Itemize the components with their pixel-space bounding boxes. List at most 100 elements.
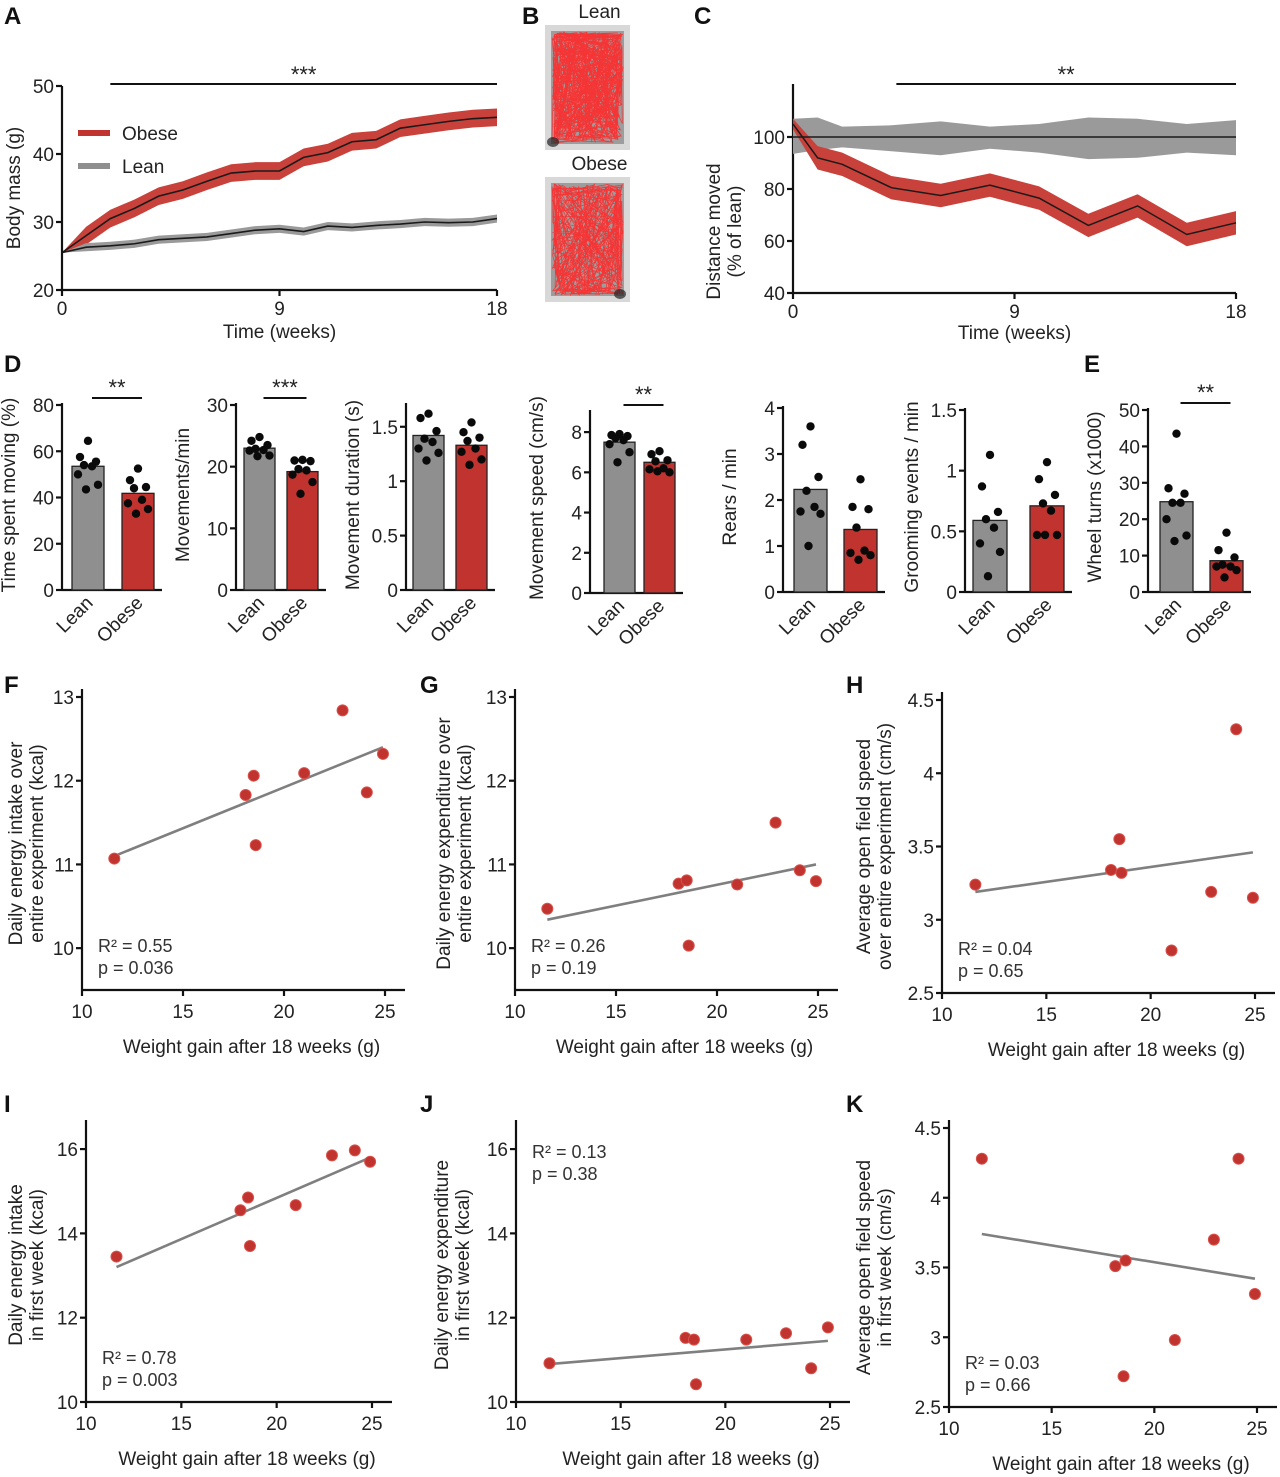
- data-point: [133, 464, 143, 473]
- data-point: [298, 455, 307, 465]
- data-point: [298, 767, 311, 780]
- data-point: [1212, 562, 1221, 571]
- data-point: [360, 786, 373, 799]
- data-point: [457, 447, 466, 456]
- panel-letter-e: E: [1084, 351, 1100, 378]
- data-point: [123, 499, 133, 508]
- x-tick-label: 20: [706, 1002, 727, 1023]
- data-point: [740, 1333, 753, 1346]
- panel-i: I 10 12 14 16 10 15 20 25 Weight gain after 18 we…: [4, 1091, 392, 1470]
- panel-letter-a: A: [4, 3, 21, 30]
- data-point: [680, 874, 693, 887]
- y-tick-label: 2.5: [915, 1398, 941, 1419]
- y-axis-title: Daily energy intake overentire experimen…: [6, 741, 48, 945]
- panel-letter-j: J: [420, 1091, 433, 1118]
- x-tick-label: 25: [361, 1414, 382, 1435]
- data-point: [1246, 891, 1259, 904]
- y-axis-title: Movement speed (cm/s): [527, 396, 548, 600]
- data-point: [975, 1152, 988, 1165]
- y-tick-label: 0: [1129, 583, 1140, 604]
- data-point: [985, 450, 995, 460]
- y-tick-label: 16: [57, 1140, 78, 1161]
- data-point: [87, 462, 97, 471]
- data-point: [471, 444, 480, 453]
- y-tick-label: 80: [764, 180, 785, 201]
- y-tick-label: 8: [571, 423, 582, 444]
- y-tick-label: 12: [53, 772, 74, 793]
- bar-obese: [1029, 505, 1065, 593]
- data-point: [475, 433, 484, 442]
- y-tick-label: 50: [33, 77, 54, 98]
- data-point: [289, 1199, 302, 1212]
- y-tick-label: 60: [33, 442, 54, 463]
- data-point: [1176, 498, 1185, 508]
- data-point: [131, 509, 141, 518]
- y-axis-title-line: in first week (cm/s): [875, 1188, 896, 1346]
- data-point: [1032, 530, 1042, 540]
- data-point: [416, 413, 425, 423]
- data-point: [249, 839, 262, 852]
- data-point: [336, 704, 349, 717]
- data-point: [245, 446, 254, 455]
- data-point: [647, 450, 656, 459]
- data-point: [995, 547, 1005, 557]
- y-tick-label: 2: [764, 491, 775, 512]
- y-tick-label: 12: [57, 1309, 78, 1330]
- category-label-lean: Lean: [1141, 595, 1186, 640]
- regression-line: [981, 1232, 1256, 1280]
- category-label-obese: Obese: [1002, 595, 1056, 649]
- category-label-obese: Obese: [93, 593, 147, 647]
- y-tick-label: 0: [764, 583, 775, 604]
- bar-obese: [455, 444, 488, 591]
- x-tick-label: 25: [807, 1002, 828, 1023]
- y-tick-label: 11: [54, 855, 74, 876]
- x-tick-label: 18: [486, 299, 507, 320]
- data-point: [308, 477, 317, 487]
- y-tick-label: 6: [571, 463, 582, 484]
- data-point: [625, 448, 634, 457]
- data-point: [864, 505, 873, 514]
- panel-a: A 20 30 40 50 0 9 18 Time (weeks) Body mass (g) **…: [4, 3, 508, 343]
- regression-line: [113, 746, 384, 858]
- data-point: [1172, 429, 1181, 438]
- x-axis-title: Time (weeks): [958, 323, 1071, 344]
- panel-letter-c: C: [694, 3, 711, 30]
- x-axis-title: Weight gain after 18 weeks (g): [562, 1449, 819, 1470]
- data-point: [253, 451, 262, 461]
- data-point: [1113, 833, 1126, 846]
- x-tick-label: 25: [819, 1414, 840, 1435]
- bar-lean: [243, 447, 276, 591]
- data-point: [424, 409, 433, 418]
- y-axis-title-line: Average open field speed: [854, 1160, 875, 1375]
- y-axis-title-line: entire experiment (kcal): [27, 744, 48, 943]
- data-point: [983, 572, 993, 581]
- p-value-label: p = 0.65: [958, 961, 1024, 981]
- data-point: [543, 1357, 556, 1370]
- x-tick-label: 25: [1246, 1419, 1267, 1440]
- y-tick-label: 60: [764, 232, 785, 253]
- data-point: [981, 515, 991, 524]
- data-point: [665, 468, 674, 477]
- data-point: [247, 769, 260, 782]
- data-point: [296, 489, 305, 498]
- p-value-label: p = 0.66: [965, 1375, 1031, 1395]
- y-axis-title: Distance moved(% of lean): [704, 163, 746, 299]
- y-axis-title: Wheel turns (x1000): [1085, 411, 1106, 582]
- panel-g: G 10 11 12 13 10 15 20 25 Weight gain after 18 we…: [420, 672, 838, 1058]
- significance-label: **: [1058, 62, 1076, 87]
- data-point: [989, 523, 999, 532]
- data-point: [467, 418, 476, 427]
- y-tick-label: 40: [33, 489, 54, 510]
- data-point: [294, 464, 303, 474]
- bar-obese: [643, 461, 676, 594]
- data-point: [848, 502, 857, 512]
- data-point: [420, 434, 429, 443]
- y-tick-label: 0.5: [372, 527, 398, 548]
- x-axis-title: Weight gain after 18 weeks (g): [118, 1449, 375, 1470]
- r-squared-label: R² = 0.04: [958, 939, 1033, 959]
- data-point: [239, 788, 252, 801]
- y-tick-label: 0: [387, 581, 398, 602]
- data-point: [852, 523, 861, 532]
- panel-letter-i: I: [4, 1091, 11, 1118]
